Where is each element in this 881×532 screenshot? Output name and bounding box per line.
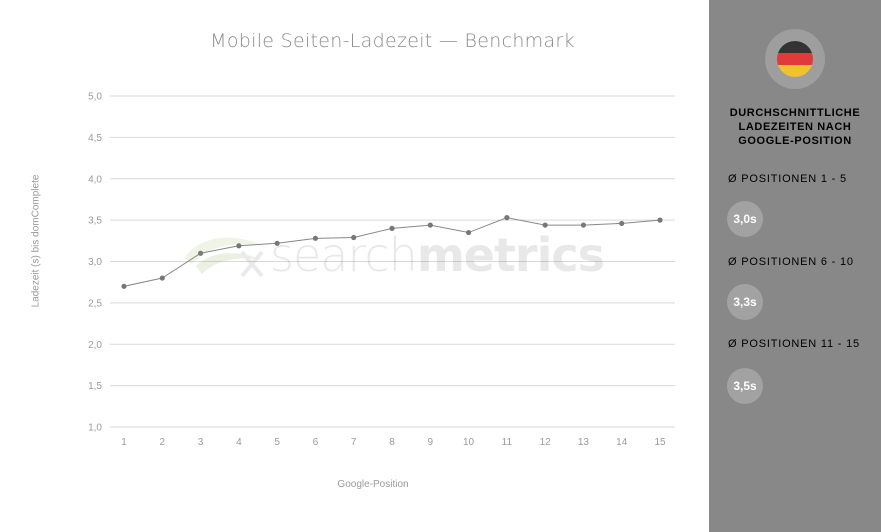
- chart-title: Mobile Seiten-Ladezeit — Benchmark: [210, 30, 575, 52]
- data-point: [427, 222, 433, 228]
- x-tick-label: 8: [389, 437, 395, 448]
- data-point: [197, 250, 204, 256]
- flag-stripe-black: [777, 41, 813, 53]
- data-point: [236, 243, 242, 249]
- data-point: [121, 283, 127, 289]
- flag-stripe-red: [777, 53, 813, 65]
- x-tick-label: 11: [502, 437, 513, 448]
- x-tick-label: 1: [121, 437, 127, 448]
- x-tick-label: 9: [428, 437, 434, 448]
- x-tick-label: 10: [463, 437, 475, 448]
- sidebar-heading-line-2: LADEZEITEN NACH: [738, 121, 852, 133]
- data-point: [159, 275, 165, 281]
- data-point: [274, 240, 280, 246]
- group-label-positions-11-15: Ø POSITIONEN 11 - 15: [728, 338, 860, 350]
- value-badge-positions-6-10: 3,3s: [727, 284, 763, 320]
- data-point: [580, 222, 587, 228]
- y-tick-label: 1,5: [88, 381, 102, 392]
- sidebar-heading-line-1: DURCHSCHNITTLICHE: [729, 107, 861, 119]
- value-badge-positions-11-15: 3,5s: [727, 368, 763, 404]
- group-label-positions-1-5: Ø POSITIONEN 1 - 5: [728, 173, 847, 185]
- x-tick-label: 14: [616, 437, 628, 448]
- data-point: [657, 217, 663, 223]
- y-tick-label: 3,0: [88, 257, 102, 268]
- x-tick-label: 13: [578, 437, 590, 448]
- chart-area: 1,0 1,5 2,0 2,5 3,0 3,5 4,0 4,5 5,0 1 2 3 4 5 6 7 8 9 10 11…: [30, 91, 675, 490]
- data-point: [619, 220, 625, 227]
- x-tick-label: 5: [274, 437, 280, 448]
- data-point: [542, 222, 548, 228]
- y-tick-label: 2,5: [88, 298, 102, 309]
- y-tick-label: 5,0: [88, 92, 102, 103]
- value-badge-positions-1-5: 3,0s: [727, 201, 763, 237]
- x-tick-label: 2: [160, 437, 166, 448]
- x-axis-label: Google-Position: [337, 479, 409, 490]
- x-tick-label: 6: [313, 437, 319, 448]
- y-tick-label: 1,0: [88, 423, 102, 434]
- line-chart: 1,01,52,02,53,03,54,04,55,01 2 3 4 5 6 7 8 9 10 11…: [88, 92, 675, 448]
- x-tick-label: 15: [654, 437, 666, 448]
- x-tick-label: 12: [540, 437, 552, 448]
- data-point: [312, 235, 319, 241]
- sidebar-heading: DURCHSCHNITTLICHE LADEZEITEN NACH GOOGLE…: [709, 106, 881, 148]
- y-axis-label: Ladezeit (s) bis domComplete: [30, 174, 42, 308]
- x-tick-label: 7: [351, 437, 357, 448]
- x-tick-label: 3: [198, 437, 204, 448]
- sidebar-heading-line-3: GOOGLE-POSITION: [738, 135, 852, 147]
- x-tick-label: 4: [236, 437, 242, 448]
- y-tick-label: 4,5: [88, 133, 102, 144]
- data-point: [351, 234, 357, 241]
- data-point: [389, 225, 395, 231]
- group-label-positions-6-10: Ø POSITIONEN 6 - 10: [728, 256, 854, 268]
- data-point: [504, 215, 510, 221]
- data-point: [465, 229, 472, 236]
- y-tick-label: 3,5: [88, 216, 102, 227]
- y-tick-label: 4,0: [88, 174, 102, 185]
- germany-flag-icon: [777, 41, 813, 77]
- y-tick-label: 2,0: [88, 340, 102, 351]
- flag-stripe-gold: [777, 65, 813, 77]
